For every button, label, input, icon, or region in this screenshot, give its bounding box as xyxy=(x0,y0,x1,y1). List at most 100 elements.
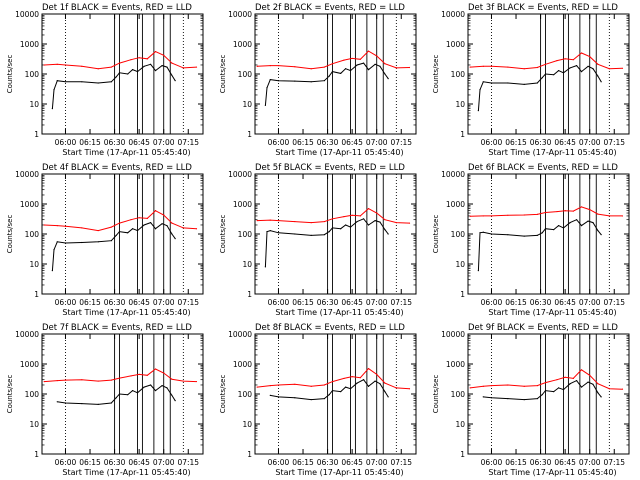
data-point-lld xyxy=(81,65,83,67)
series-line-lld xyxy=(257,50,410,70)
x-tick-label: 07:00 xyxy=(366,458,388,467)
data-point-events xyxy=(367,224,370,226)
data-point-events xyxy=(64,242,67,244)
detector-chart-3: Det 3f BLACK = Events, RED = LLD 1 10 100 10… xyxy=(432,3,630,157)
data-point-lld xyxy=(408,222,411,224)
chart-title: Det 5f BLACK = Events, RED = LLD xyxy=(255,163,405,173)
data-point-events xyxy=(115,234,117,236)
x-tick-label: 06:30 xyxy=(530,138,552,147)
data-point-events xyxy=(294,233,296,235)
data-point-lld xyxy=(130,59,132,61)
data-point-lld xyxy=(171,222,173,224)
data-point-events xyxy=(356,64,358,66)
data-point-events xyxy=(150,384,152,386)
x-tick-label: 06:00 xyxy=(55,298,77,307)
data-point-lld xyxy=(482,385,484,387)
data-point-lld xyxy=(256,65,258,67)
x-axis-label: Start Time (17-Apr-11 05:45:40) xyxy=(488,148,616,157)
y-tick-label: 1 xyxy=(247,130,252,139)
y-axis-label: Counts/sec xyxy=(6,215,14,254)
y-tick-label: 1000 xyxy=(446,40,465,49)
data-point-lld xyxy=(64,64,67,66)
data-point-lld xyxy=(536,385,538,387)
data-point-events xyxy=(127,73,129,75)
data-point-lld xyxy=(580,206,583,208)
data-point-lld xyxy=(81,379,83,381)
data-point-events xyxy=(143,65,145,67)
data-point-events xyxy=(374,63,376,65)
y-tick-label: 10000 xyxy=(228,330,252,339)
x-tick-label: 06:45 xyxy=(341,458,363,467)
data-point-lld xyxy=(146,374,148,376)
x-tick-label: 06:30 xyxy=(317,138,339,147)
y-tick-label: 100 xyxy=(451,390,466,399)
data-point-events xyxy=(384,73,386,75)
data-point-events xyxy=(171,233,173,235)
data-point-lld xyxy=(608,215,610,217)
x-tick-label: 07:00 xyxy=(366,298,388,307)
data-point-events xyxy=(310,399,312,401)
data-point-lld xyxy=(589,209,591,211)
x-tick-label: 06:45 xyxy=(128,138,150,147)
data-point-lld xyxy=(572,210,574,212)
data-point-lld xyxy=(323,384,325,386)
data-point-lld xyxy=(469,215,471,217)
data-point-lld xyxy=(359,215,361,217)
data-point-events xyxy=(110,240,112,242)
data-point-events xyxy=(294,80,296,82)
data-point-events xyxy=(541,77,543,79)
x-tick-label: 06:00 xyxy=(481,138,503,147)
data-point-lld xyxy=(523,214,525,216)
series-line-lld xyxy=(44,51,197,70)
data-point-events xyxy=(264,266,266,268)
data-point-events xyxy=(477,110,479,112)
series-line-events xyxy=(264,218,389,267)
data-point-lld xyxy=(469,66,471,68)
x-tick-label: 07:15 xyxy=(177,138,199,147)
detector-chart-5: Det 5f BLACK = Events, RED = LLD 1 10 100 10… xyxy=(219,163,417,317)
data-point-lld xyxy=(544,381,547,384)
data-point-events xyxy=(143,386,145,388)
data-point-events xyxy=(490,233,493,235)
x-tick-label: 06:15 xyxy=(79,138,101,147)
y-tick-label: 10 xyxy=(242,420,252,429)
detector-chart-7: Det 7f BLACK = Events, RED = LLD 1 10 100 10… xyxy=(6,323,204,477)
y-axis-label: Counts/sec xyxy=(219,215,227,254)
y-tick-label: 10000 xyxy=(228,170,252,179)
data-point-events xyxy=(51,108,53,110)
data-point-events xyxy=(544,73,547,75)
series-line-events xyxy=(477,65,602,111)
x-tick-label: 06:00 xyxy=(55,138,77,147)
data-point-lld xyxy=(130,375,132,377)
data-point-events xyxy=(344,68,347,70)
data-point-lld xyxy=(376,373,378,376)
data-point-events xyxy=(143,224,145,226)
data-point-lld xyxy=(43,64,45,66)
series-line-events xyxy=(51,63,176,109)
data-point-lld xyxy=(138,57,140,59)
data-point-lld xyxy=(97,68,99,70)
data-point-events xyxy=(115,76,117,78)
data-point-lld xyxy=(482,215,484,217)
data-point-lld xyxy=(323,220,325,223)
y-tick-label: 100 xyxy=(238,390,253,399)
x-tick-label: 06:45 xyxy=(341,298,363,307)
y-tick-label: 100 xyxy=(451,70,466,79)
x-tick-label: 07:15 xyxy=(390,458,412,467)
data-point-events xyxy=(323,398,325,400)
data-point-events xyxy=(482,81,484,83)
chart-title: Det 6f BLACK = Events, RED = LLD xyxy=(468,163,618,173)
data-point-lld xyxy=(43,224,45,226)
data-point-lld xyxy=(580,52,583,54)
data-point-lld xyxy=(269,65,271,67)
data-point-events xyxy=(53,249,55,251)
data-point-lld xyxy=(507,384,509,386)
data-point-lld xyxy=(564,58,566,60)
data-point-lld xyxy=(310,385,312,387)
data-point-events xyxy=(115,397,117,399)
data-point-events xyxy=(569,383,571,385)
data-point-lld xyxy=(597,213,599,215)
plot-frame xyxy=(41,173,204,295)
data-point-events xyxy=(340,72,342,74)
data-point-events xyxy=(97,403,99,406)
